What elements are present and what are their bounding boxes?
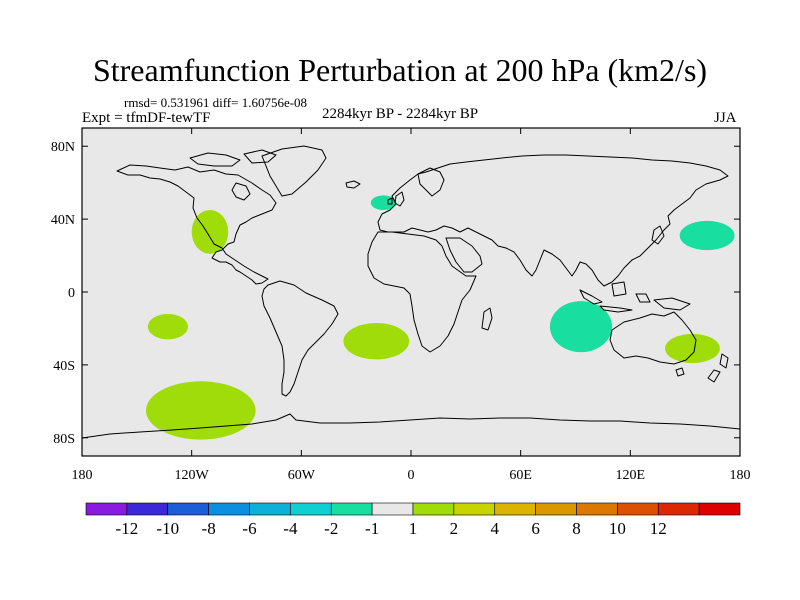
colorbar-label: 6 <box>531 519 540 538</box>
coast-japan <box>651 225 665 245</box>
colorbar-swatch <box>576 502 618 516</box>
y-tick-label: 0 <box>68 286 75 301</box>
colorbar-swatch <box>617 502 659 516</box>
x-tick-label: 0 <box>408 468 415 483</box>
anomaly-south-pacific-east <box>147 313 189 340</box>
coast-arctic-islands <box>189 149 277 167</box>
coast-australia <box>609 311 697 365</box>
colorbar-swatch <box>208 502 250 516</box>
anomaly-north-pacific-west <box>679 220 735 251</box>
x-tick-label: 180 <box>730 468 751 483</box>
colorbar-swatch <box>126 502 169 516</box>
coast-greenland <box>261 145 327 197</box>
colorbar-label: 12 <box>650 519 667 538</box>
coast-tasmania <box>675 367 685 377</box>
coast-hudson-bay <box>231 182 251 201</box>
colorbar-label: -10 <box>156 519 179 538</box>
period-label: 2284kyr BP - 2284kyr BP <box>322 106 479 122</box>
axis-ticks: 180 120W 60W 0 60E 120E 180 80N 40N 0 40S 80S <box>51 128 751 483</box>
rmsd-diff-stats: rmsd= 0.531961 diff= 1.60756e-08 <box>124 95 308 110</box>
season-label: JJA <box>714 110 737 126</box>
x-tick-label: 180 <box>72 468 93 483</box>
chart-title: Streamfunction Perturbation at 200 hPa (… <box>92 52 708 88</box>
coast-arabia <box>445 237 483 273</box>
coast-scandinavia <box>417 167 445 197</box>
colorbar-label: -6 <box>242 519 256 538</box>
y-tick-label: 80S <box>53 432 75 447</box>
coast-indonesia <box>579 281 691 313</box>
coast-south-america <box>261 280 339 397</box>
anomaly-layer <box>145 195 735 440</box>
colorbar-label: -1 <box>365 519 379 538</box>
colorbar-swatch <box>167 502 209 516</box>
y-tick-label: 40N <box>51 213 75 228</box>
colorbar-swatch <box>371 502 414 516</box>
x-tick-label: 60E <box>509 468 532 483</box>
anomaly-indian-ocean <box>549 301 613 353</box>
colorbar-label: 4 <box>491 519 500 538</box>
anomaly-south-atlantic <box>343 322 410 360</box>
colorbar-swatch <box>453 502 496 516</box>
colorbar-swatch <box>412 502 455 516</box>
colorbar-label: -4 <box>283 519 298 538</box>
colorbar-swatch <box>535 502 577 516</box>
experiment-label: Expt = tfmDF-tewTF <box>82 110 211 126</box>
coast-north-america <box>116 164 277 285</box>
colorbar: -12 -10 -8 -6 -4 -2 -1 1 2 4 6 8 10 12 <box>85 502 741 538</box>
colorbar-label: -12 <box>116 519 139 538</box>
colorbar-label: 8 <box>572 519 581 538</box>
x-tick-label: 120E <box>616 468 646 483</box>
coast-iceland <box>345 180 361 189</box>
colorbar-label: 10 <box>609 519 626 538</box>
coast-new-zealand <box>707 353 729 383</box>
x-tick-label: 60W <box>288 468 316 483</box>
colorbar-swatch <box>330 502 373 516</box>
x-tick-label: 120W <box>175 468 210 483</box>
coast-eurasia <box>377 154 729 287</box>
colorbar-label: 1 <box>409 519 418 538</box>
colorbar-swatch <box>249 502 291 516</box>
coast-british-isles <box>387 191 405 207</box>
colorbar-label: -2 <box>324 519 338 538</box>
colorbar-swatch <box>290 502 332 516</box>
colorbar-swatch <box>494 502 536 516</box>
coast-africa <box>367 231 477 353</box>
coast-antarctica <box>81 413 741 457</box>
coast-madagascar <box>481 307 493 331</box>
anomaly-australia <box>665 333 720 364</box>
y-tick-label: 80N <box>51 140 75 155</box>
colorbar-label: -8 <box>202 519 216 538</box>
anomaly-southern-ocean-pacific <box>145 381 256 440</box>
colorbar-swatch <box>698 502 741 516</box>
anomaly-north-america <box>191 210 229 254</box>
colorbar-swatch <box>657 502 700 516</box>
colorbar-swatch <box>85 502 128 516</box>
y-tick-label: 40S <box>53 359 75 374</box>
coastlines <box>81 145 741 457</box>
colorbar-label: 2 <box>450 519 459 538</box>
